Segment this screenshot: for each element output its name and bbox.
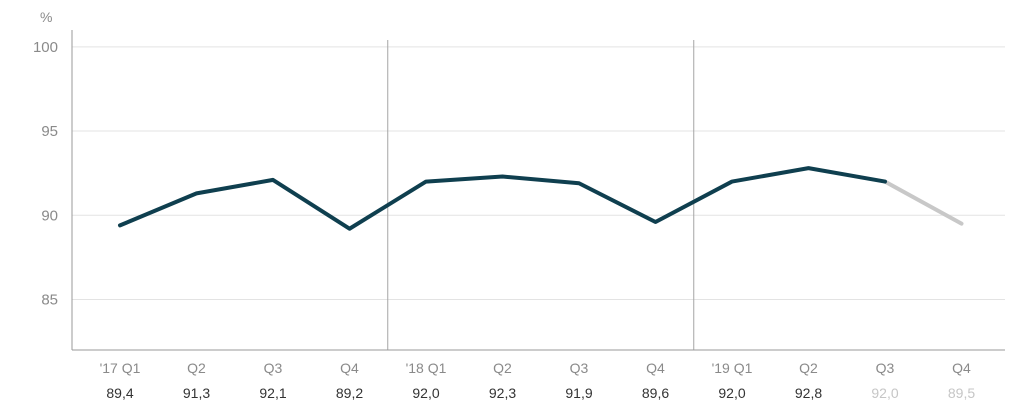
data-value-label: 92,3: [489, 385, 516, 401]
x-category-label: '17 Q1: [100, 360, 141, 376]
x-category-label: Q2: [493, 360, 512, 376]
data-value-label: 92,0: [412, 385, 439, 401]
y-tick-label: 85: [41, 291, 58, 308]
x-axis-category-labels: '17 Q1 Q2 Q3 Q4 '18 Q1 Q2 Q3 Q4 '19 Q1 Q2 Q3 Q4: [100, 360, 971, 376]
y-tick-label: 100: [33, 39, 58, 56]
data-value-label: 89,4: [106, 385, 133, 401]
data-series: [118, 166, 964, 231]
data-value-label: 91,3: [183, 385, 210, 401]
data-value-label: 89,2: [336, 385, 363, 401]
x-category-label: Q4: [646, 360, 665, 376]
x-category-label: Q2: [187, 360, 206, 376]
year-separators: [387, 40, 695, 350]
x-category-label: Q3: [570, 360, 589, 376]
y-axis-unit-label: %: [40, 9, 52, 25]
y-tick-label: 90: [41, 207, 58, 224]
x-category-label: Q2: [799, 360, 818, 376]
x-category-label: '19 Q1: [712, 360, 753, 376]
x-category-label: '18 Q1: [406, 360, 447, 376]
data-value-label: 91,9: [565, 385, 592, 401]
data-value-label: 92,8: [795, 385, 822, 401]
x-category-label: Q4: [340, 360, 359, 376]
data-value-labels: 89,4 91,3 92,1 89,2 92,0 92,3 91,9 89,6 92,0 92,8…: [106, 385, 975, 401]
x-category-label: Q4: [952, 360, 971, 376]
actual-series-line: [118, 166, 887, 231]
data-value-label: 92,1: [259, 385, 286, 401]
x-category-label: Q3: [876, 360, 895, 376]
projected-series-line: [883, 179, 964, 226]
data-value-label: 92,0: [718, 385, 745, 401]
x-category-label: Q3: [264, 360, 283, 376]
y-tick-label: 95: [41, 123, 58, 140]
data-value-label: 92,0: [871, 385, 898, 401]
axes: [71, 30, 1005, 351]
data-value-label: 89,5: [948, 385, 975, 401]
grid-lines: [72, 46, 1005, 300]
y-axis-tick-labels: 100 95 90 85: [33, 39, 58, 309]
data-value-label: 89,6: [642, 385, 669, 401]
